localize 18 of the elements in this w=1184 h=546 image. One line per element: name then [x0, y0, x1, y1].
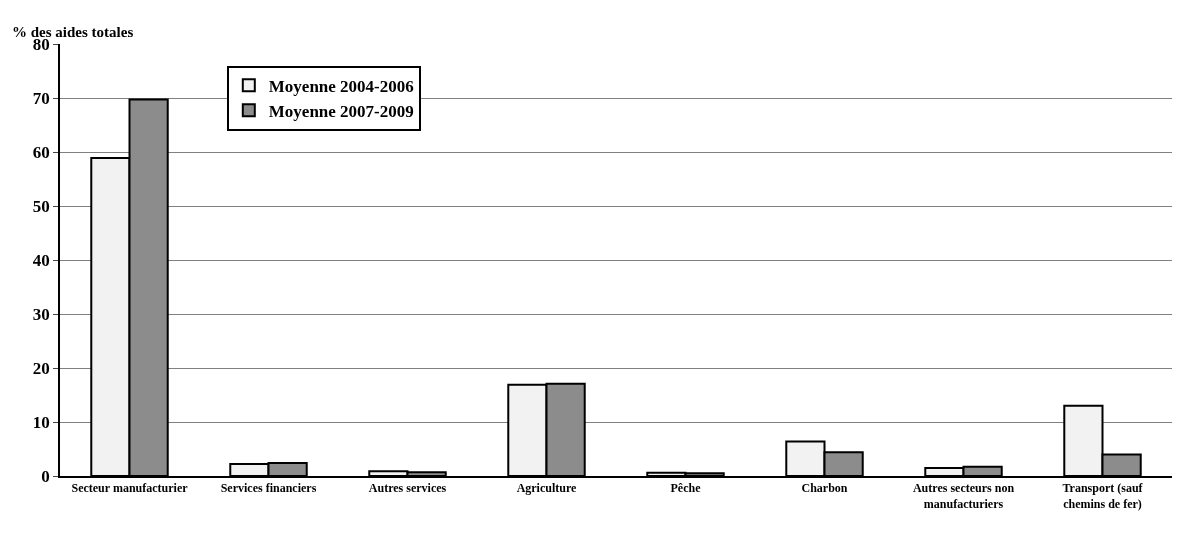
x-tick-label: Autres services	[368, 481, 447, 496]
y-tick-label: 50	[32, 196, 50, 216]
y-tick-label: 0	[41, 466, 50, 486]
x-tick-label: Services financiers	[220, 481, 317, 496]
x-tick-label: Charbon	[801, 481, 848, 496]
y-tick-label: 70	[32, 88, 50, 108]
x-tick-label: Secteur manufacturier	[71, 481, 189, 496]
y-tick-label: 60	[32, 142, 50, 162]
x-tick-label: Transport (sauf chemins de fer)	[1062, 481, 1144, 511]
legend-label: Moyenne 2004-2006	[268, 76, 414, 96]
x-tick-label: Agriculture	[516, 481, 578, 496]
x-tick-label: Autres secteurs non manufacturiers	[912, 481, 1015, 511]
y-tick-label: 20	[32, 358, 50, 378]
y-tick-label: 10	[32, 412, 50, 432]
legend-label: Moyenne 2007-2009	[268, 101, 414, 121]
y-tick-label: 30	[32, 304, 50, 324]
x-tick-label: Pêche	[670, 481, 702, 496]
y-tick-label: 40	[32, 250, 50, 270]
